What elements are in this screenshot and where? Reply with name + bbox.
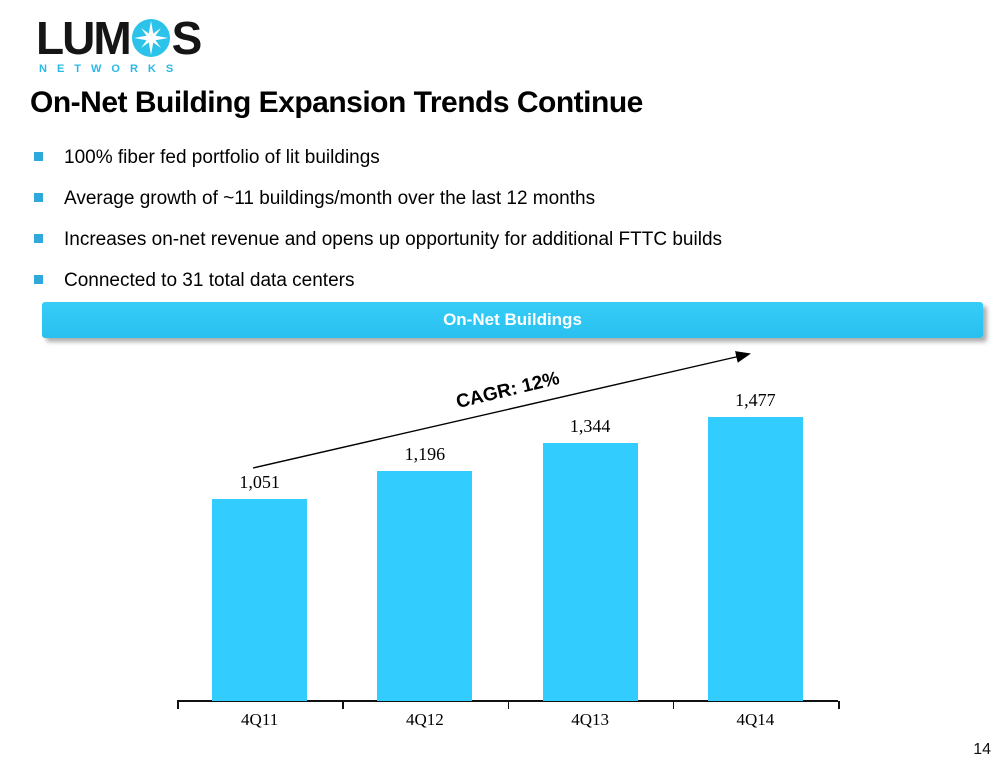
chart-title-banner: On-Net Buildings — [42, 302, 983, 338]
chart-title: On-Net Buildings — [443, 310, 582, 329]
x-axis-tick — [342, 701, 344, 709]
x-axis-label: 4Q14 — [736, 710, 775, 729]
bar-value-label: 1,196 — [404, 444, 446, 464]
bar-value-label: 1,051 — [239, 472, 280, 492]
logo-text-s: S — [171, 12, 203, 64]
x-axis-label: 4Q13 — [571, 710, 610, 729]
page-number: 14 — [973, 741, 991, 758]
bullet-square-icon — [34, 234, 43, 243]
bullet-item: Increases on-net revenue and opens up op… — [34, 228, 984, 251]
bar-value-label: 1,344 — [569, 416, 611, 436]
bullet-text: 100% fiber fed portfolio of lit building… — [64, 147, 380, 168]
x-axis-tick — [177, 701, 179, 709]
x-axis-tick — [838, 701, 840, 709]
bullet-square-icon — [34, 193, 43, 202]
logo-text-lum: LUM — [36, 12, 132, 64]
starburst-circle-icon — [131, 19, 170, 57]
bullet-text: Average growth of ~11 buildings/month ov… — [64, 188, 596, 209]
bullet-square-icon — [34, 152, 43, 161]
bullet-square-icon — [34, 275, 43, 284]
bullet-text: Increases on-net revenue and opens up op… — [64, 229, 723, 250]
bar-4Q13 — [542, 443, 638, 701]
bullet-text: Connected to 31 total data centers — [64, 270, 355, 291]
bar-value-label: 1,477 — [735, 390, 776, 410]
x-axis-label: 4Q12 — [405, 710, 444, 729]
x-axis-label: 4Q11 — [241, 710, 279, 729]
bullet-item: 100% fiber fed portfolio of lit building… — [34, 146, 984, 169]
bar-4Q14 — [707, 417, 803, 701]
page-title: On-Net Building Expansion Trends Continu… — [30, 86, 643, 119]
bullet-item: Connected to 31 total data centers — [34, 269, 984, 292]
x-axis-tick — [507, 701, 509, 709]
logo-wordmark: LUM S — [36, 12, 236, 64]
bar-4Q11 — [212, 499, 308, 701]
bullet-item: Average growth of ~11 buildings/month ov… — [34, 187, 984, 210]
logo-subtitle: NETWORKS — [39, 63, 184, 75]
lumos-networks-logo: LUM S NETWORKS — [36, 12, 236, 75]
bullet-list: 100% fiber fed portfolio of lit building… — [34, 146, 984, 310]
bar-4Q12 — [377, 471, 473, 701]
x-axis-tick — [672, 701, 675, 709]
